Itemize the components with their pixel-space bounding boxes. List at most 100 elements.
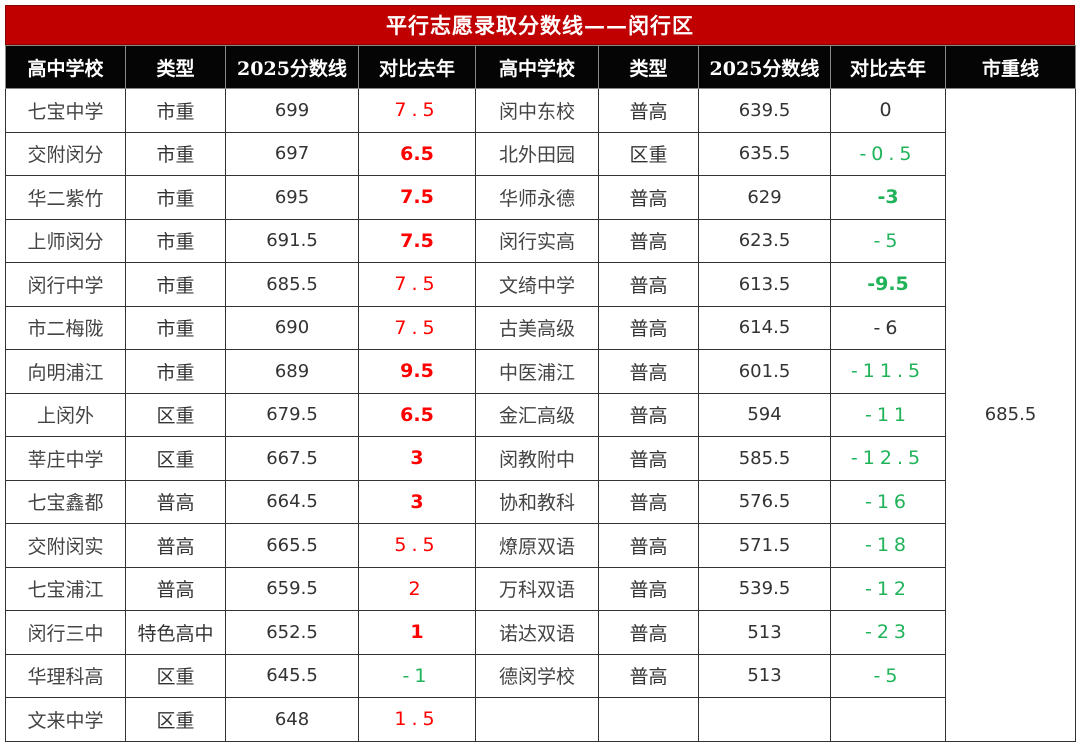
left-school-cell: 闵行中学 — [5, 262, 126, 307]
left-school-cell: 交附闵实 — [5, 523, 126, 568]
city-key-line-value: 685.5 — [945, 88, 1076, 742]
left-school-cell: 闵行三中 — [5, 610, 126, 655]
admission-score-sheet: 平行志愿录取分数线——闵行区 高中学校 类型 2025分数线 对比去年 高中学校… — [5, 5, 1076, 742]
left-change-cell: 2 — [358, 566, 476, 611]
left-school-cell: 七宝浦江 — [5, 566, 126, 611]
left-score-cell: 665.5 — [225, 523, 359, 568]
left-school-cell: 向明浦江 — [5, 349, 126, 394]
header-type-left: 类型 — [125, 45, 226, 89]
left-school-cell: 上闵外 — [5, 392, 126, 437]
right-type-cell: 普高 — [598, 479, 699, 524]
left-score-cell: 645.5 — [225, 653, 359, 698]
left-type-cell: 普高 — [125, 566, 226, 611]
left-type-cell: 市重 — [125, 305, 226, 350]
right-change-cell: -9.5 — [830, 262, 946, 307]
header-type-right: 类型 — [598, 45, 699, 89]
header-city-key-line: 市重线 — [945, 45, 1076, 89]
right-score-cell: 513 — [698, 610, 831, 655]
left-score-cell: 685.5 — [225, 262, 359, 307]
left-score-cell: 697 — [225, 131, 359, 176]
header-score-left: 2025分数线 — [225, 45, 359, 89]
right-school-cell: 华师永德 — [475, 175, 599, 220]
left-score-cell: 648 — [225, 697, 359, 742]
right-school-cell: 协和教科 — [475, 479, 599, 524]
right-school-cell: 诺达双语 — [475, 610, 599, 655]
left-score-cell: 659.5 — [225, 566, 359, 611]
right-change-cell: -11 — [830, 392, 946, 437]
right-school-cell: 德闵学校 — [475, 653, 599, 698]
left-type-cell: 市重 — [125, 175, 226, 220]
right-type-cell: 普高 — [598, 523, 699, 568]
right-change-cell: -3 — [830, 175, 946, 220]
left-type-cell: 市重 — [125, 218, 226, 263]
left-change-cell: 7.5 — [358, 175, 476, 220]
left-change-cell: 6.5 — [358, 131, 476, 176]
right-score-cell: 601.5 — [698, 349, 831, 394]
right-school-cell: 闵中东校 — [475, 88, 599, 133]
right-score-cell: 639.5 — [698, 88, 831, 133]
right-change-cell: -12.5 — [830, 436, 946, 481]
left-change-cell: 1 — [358, 610, 476, 655]
right-type-cell — [598, 697, 699, 742]
left-change-cell: 7.5 — [358, 88, 476, 133]
right-type-cell: 普高 — [598, 392, 699, 437]
right-school-cell: 闵教附中 — [475, 436, 599, 481]
right-score-cell: 635.5 — [698, 131, 831, 176]
left-change-cell: 9.5 — [358, 349, 476, 394]
table-row: 莘庄中学 区重 667.5 3 闵教附中 普高 585.5 -12.5 — [5, 436, 1076, 481]
right-score-cell: 585.5 — [698, 436, 831, 481]
right-change-cell: -11.5 — [830, 349, 946, 394]
table-row: 闵行中学 市重 685.5 7.5 文绮中学 普高 613.5 -9.5 — [5, 262, 1076, 307]
right-school-cell: 北外田园 — [475, 131, 599, 176]
right-school-cell — [475, 697, 599, 742]
left-score-cell: 695 — [225, 175, 359, 220]
right-score-cell: 614.5 — [698, 305, 831, 350]
right-school-cell: 闵行实高 — [475, 218, 599, 263]
right-change-cell: -12 — [830, 566, 946, 611]
right-score-cell: 539.5 — [698, 566, 831, 611]
header-row: 高中学校 类型 2025分数线 对比去年 高中学校 类型 2025分数线 对比去… — [5, 45, 1076, 89]
right-school-cell: 文绮中学 — [475, 262, 599, 307]
left-school-cell: 七宝中学 — [5, 88, 126, 133]
table-row: 交附闵实 普高 665.5 5.5 燎原双语 普高 571.5 -18 — [5, 523, 1076, 568]
table-row: 交附闵分 市重 697 6.5 北外田园 区重 635.5 -0.5 — [5, 131, 1076, 176]
left-score-cell: 699 — [225, 88, 359, 133]
left-type-cell: 特色高中 — [125, 610, 226, 655]
right-score-cell: 571.5 — [698, 523, 831, 568]
left-score-cell: 667.5 — [225, 436, 359, 481]
table-row: 上闵外 区重 679.5 6.5 金汇高级 普高 594 -11 — [5, 392, 1076, 437]
table-row: 文来中学 区重 648 1.5 — [5, 697, 1076, 742]
left-score-cell: 679.5 — [225, 392, 359, 437]
right-change-cell: -5 — [830, 218, 946, 263]
table-row: 上师闵分 市重 691.5 7.5 闵行实高 普高 623.5 -5 — [5, 218, 1076, 263]
left-change-cell: 3 — [358, 436, 476, 481]
right-school-cell: 万科双语 — [475, 566, 599, 611]
right-score-cell — [698, 697, 831, 742]
right-score-cell: 576.5 — [698, 479, 831, 524]
left-school-cell: 文来中学 — [5, 697, 126, 742]
left-change-cell: 7.5 — [358, 262, 476, 307]
left-change-cell: 7.5 — [358, 305, 476, 350]
right-score-cell: 629 — [698, 175, 831, 220]
left-type-cell: 市重 — [125, 131, 226, 176]
right-type-cell: 普高 — [598, 436, 699, 481]
right-type-cell: 普高 — [598, 305, 699, 350]
left-type-cell: 市重 — [125, 88, 226, 133]
left-school-cell: 上师闵分 — [5, 218, 126, 263]
left-type-cell: 区重 — [125, 392, 226, 437]
right-type-cell: 普高 — [598, 610, 699, 655]
right-change-cell — [830, 697, 946, 742]
left-school-cell: 交附闵分 — [5, 131, 126, 176]
left-type-cell: 普高 — [125, 523, 226, 568]
right-school-cell: 中医浦江 — [475, 349, 599, 394]
left-change-cell: 7.5 — [358, 218, 476, 263]
right-score-cell: 513 — [698, 653, 831, 698]
right-type-cell: 普高 — [598, 566, 699, 611]
left-score-cell: 652.5 — [225, 610, 359, 655]
right-change-cell: -6 — [830, 305, 946, 350]
score-table: 高中学校 类型 2025分数线 对比去年 高中学校 类型 2025分数线 对比去… — [5, 45, 1076, 742]
table-row: 向明浦江 市重 689 9.5 中医浦江 普高 601.5 -11.5 — [5, 349, 1076, 394]
header-change-left: 对比去年 — [358, 45, 476, 89]
right-score-cell: 623.5 — [698, 218, 831, 263]
left-school-cell: 华理科高 — [5, 653, 126, 698]
